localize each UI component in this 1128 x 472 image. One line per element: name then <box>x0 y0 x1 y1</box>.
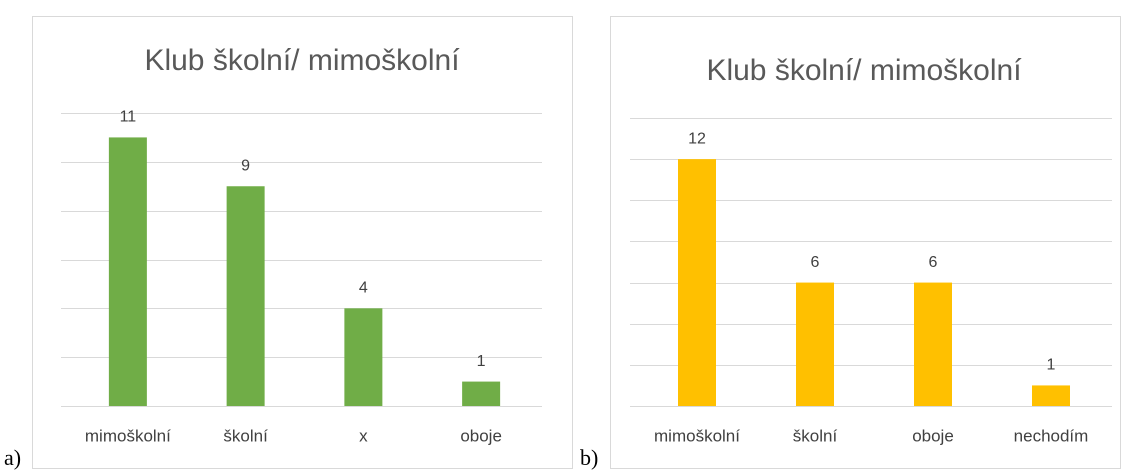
x-tick-label: oboje <box>460 426 502 445</box>
bar <box>796 282 834 406</box>
value-label: 12 <box>688 130 706 147</box>
panel-label: b) <box>580 445 598 470</box>
value-label: 9 <box>241 157 250 174</box>
x-tick-label: mimoškolní <box>85 426 171 445</box>
value-label: 1 <box>1047 357 1056 374</box>
x-tick-label: školní <box>793 426 838 445</box>
x-tick-label: x <box>359 426 368 445</box>
x-tick-label: mimoškolní <box>654 426 740 445</box>
chart-title: Klub školní/ mimoškolní <box>706 54 1022 87</box>
bar <box>462 381 501 406</box>
value-label: 6 <box>811 254 820 271</box>
chart-title: Klub školní/ mimoškolní <box>144 44 460 77</box>
x-tick-label: nechodím <box>1014 426 1089 445</box>
bar <box>678 159 716 406</box>
bar <box>344 308 383 406</box>
value-label: 6 <box>929 254 938 271</box>
panel-label: a) <box>4 445 21 470</box>
x-tick-label: oboje <box>912 426 954 445</box>
bar <box>108 137 147 406</box>
bar <box>226 186 265 406</box>
value-label: 1 <box>477 353 486 370</box>
x-tick-label: školní <box>223 426 268 445</box>
value-label: 11 <box>120 109 137 126</box>
bar <box>1032 385 1070 406</box>
value-label: 4 <box>359 280 368 297</box>
bar <box>914 282 952 406</box>
